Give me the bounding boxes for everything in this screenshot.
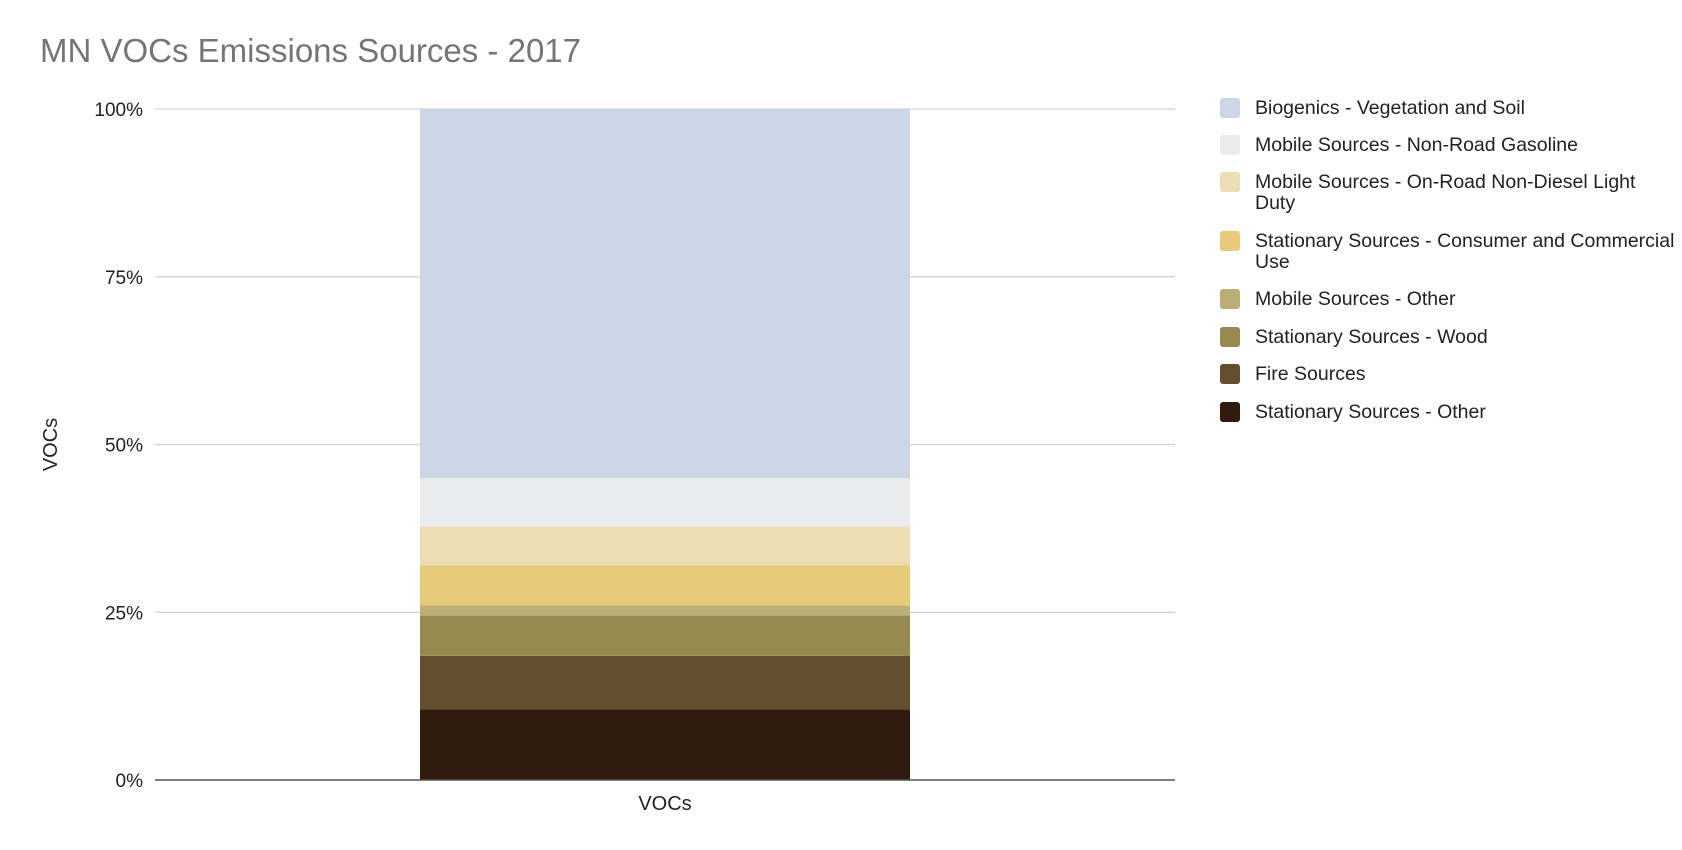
legend-label: Stationary Sources - Other [1255, 401, 1486, 423]
legend-swatch [1220, 327, 1240, 347]
bar-segment [420, 109, 910, 479]
legend-swatch [1220, 364, 1240, 384]
legend-label: Mobile Sources - Other [1255, 288, 1456, 310]
y-tick-label: 25% [105, 603, 143, 624]
bar-segment [420, 605, 910, 616]
bar-segment [420, 565, 910, 606]
legend-swatch [1220, 289, 1240, 309]
legend: Biogenics - Vegetation and Soil Mobile So… [1220, 98, 1675, 423]
legend-swatch [1220, 135, 1240, 155]
chart-title: MN VOCs Emissions Sources - 2017 [40, 32, 582, 69]
bar-stack [420, 109, 910, 780]
legend-item: Biogenics - Vegetation and Soil [1220, 98, 1675, 119]
legend-item: Stationary Sources - Other [1220, 402, 1675, 423]
legend-label: Stationary Sources - Wood [1255, 326, 1488, 348]
y-tick-label: 50% [105, 436, 143, 457]
bar-segment [420, 615, 910, 656]
bar-segment [420, 526, 910, 566]
bar-segment [420, 478, 910, 527]
y-tick-label: 0% [116, 771, 144, 792]
legend-label: Biogenics - Vegetation and Soil [1255, 97, 1525, 119]
legend-swatch [1220, 98, 1240, 118]
legend-swatch [1220, 231, 1240, 251]
legend-item: Mobile Sources - Other [1220, 289, 1675, 310]
y-axis-title: VOCs [40, 418, 62, 471]
legend-label: Fire Sources [1255, 363, 1366, 385]
legend-swatch [1220, 172, 1240, 192]
x-tick-label: VOCs [638, 793, 691, 815]
bar-segment [420, 709, 910, 780]
y-tick-label: 75% [105, 268, 143, 289]
legend-label: Stationary Sources - Consumer and Commer… [1255, 230, 1675, 273]
legend-item: Stationary Sources - Wood [1220, 327, 1675, 348]
legend-item: Mobile Sources - Non-Road Gasoline [1220, 135, 1675, 156]
legend-item: Fire Sources [1220, 364, 1675, 385]
bar-segment [420, 655, 910, 710]
legend-item: Stationary Sources - Consumer and Commer… [1220, 231, 1675, 273]
legend-swatch [1220, 402, 1240, 422]
legend-label: Mobile Sources - Non-Road Gasoline [1255, 134, 1578, 156]
axes: 0% 25% 50% 75% 100% VOCs VOCs [40, 100, 1175, 815]
y-tick-label: 100% [94, 100, 143, 121]
legend-item: Mobile Sources - On-Road Non-Diesel Ligh… [1220, 172, 1675, 214]
legend-label: Mobile Sources - On-Road Non-Diesel Ligh… [1255, 171, 1636, 214]
